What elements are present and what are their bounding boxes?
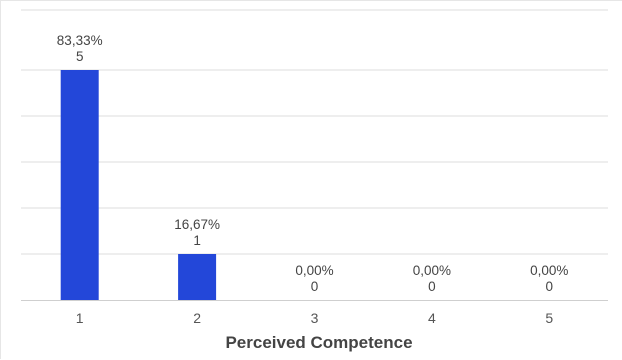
bar-1: [60, 70, 99, 300]
data-label-count: 0: [311, 279, 319, 294]
data-label-count: 5: [76, 49, 84, 64]
data-label-percent: 0,00%: [295, 263, 333, 278]
bar-2: [178, 254, 217, 300]
x-axis-title: Perceived Competence: [225, 333, 412, 352]
x-tick-label: 2: [193, 310, 201, 326]
data-label-percent: 0,00%: [413, 263, 451, 278]
x-tick-label: 3: [311, 310, 319, 326]
x-tick-label: 4: [428, 310, 436, 326]
gridlines: [21, 9, 608, 301]
data-label-percent: 0,00%: [530, 263, 568, 278]
data-label-count: 1: [193, 233, 201, 248]
bars-group: [60, 70, 217, 300]
x-tick-label: 5: [545, 310, 553, 326]
x-tick-labels-group: 1 2 3 4 5: [76, 310, 554, 326]
data-label-percent: 83,33%: [57, 33, 103, 48]
data-labels-group: 83,33%516,67%10,00%00,00%00,00%0: [57, 33, 569, 294]
data-label-count: 0: [546, 279, 554, 294]
data-label-count: 0: [428, 279, 436, 294]
data-label-percent: 16,67%: [174, 217, 220, 232]
x-tick-label: 1: [76, 310, 84, 326]
